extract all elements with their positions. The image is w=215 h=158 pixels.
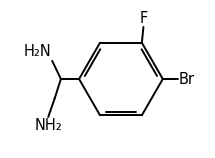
Text: NH₂: NH₂: [34, 118, 62, 134]
Text: F: F: [139, 11, 147, 26]
Text: Br: Br: [179, 72, 195, 86]
Text: H₂N: H₂N: [23, 44, 51, 59]
